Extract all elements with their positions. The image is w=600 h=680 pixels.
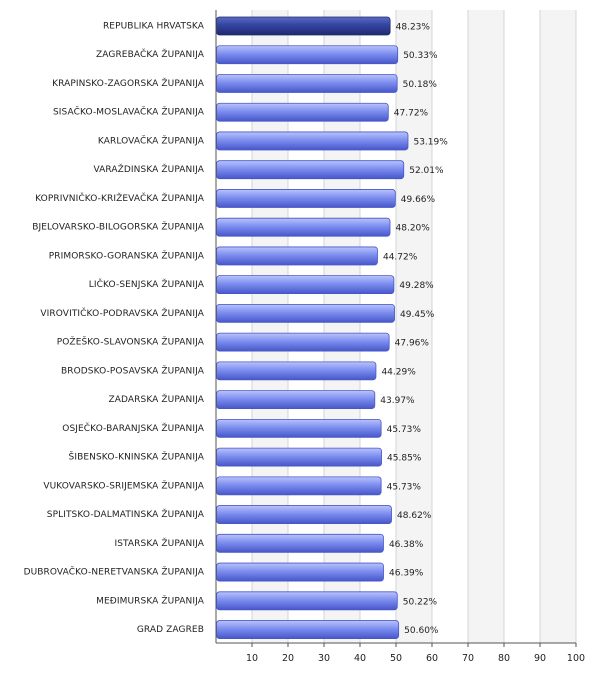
value-label: 46.38% xyxy=(389,540,424,550)
bar xyxy=(216,418,382,438)
category-label: REPUBLIKA HRVATSKA xyxy=(103,22,205,32)
bar xyxy=(216,246,378,266)
category-label: VARAŽDINSKA ŽUPANIJA xyxy=(93,163,204,175)
x-tick-label: 10 xyxy=(246,653,258,664)
value-label: 44.72% xyxy=(383,252,418,262)
category-label: OSJEČKO-BARANJSKA ŽUPANIJA xyxy=(62,422,204,434)
bar xyxy=(216,160,405,180)
category-label: MEĐIMURSKA ŽUPANIJA xyxy=(96,594,205,606)
bar xyxy=(216,505,392,524)
category-label: VIROVITIČKO-PODRAVSKA ŽUPANIJA xyxy=(40,307,204,319)
value-label: 50.33% xyxy=(403,51,438,61)
bar xyxy=(216,533,384,553)
category-label: KRAPINSKO-ZAGORSKA ŽUPANIJA xyxy=(52,77,205,89)
x-tick-label: 60 xyxy=(426,653,438,664)
background-band xyxy=(396,10,432,643)
category-label: SPLITSKO-DALMATINSKA ŽUPANIJA xyxy=(47,508,205,520)
bar xyxy=(216,102,389,122)
category-label: VUKOVARSKO-SRIJEMSKA ŽUPANIJA xyxy=(43,479,204,491)
x-tick-label: 20 xyxy=(282,653,294,664)
category-label: DUBROVAČKO-NERETVANSKA ŽUPANIJA xyxy=(24,566,205,578)
bar xyxy=(216,361,377,381)
x-tick-label: 40 xyxy=(354,653,366,664)
bar xyxy=(216,275,395,295)
value-label: 49.66% xyxy=(401,195,436,205)
value-label: 53.19% xyxy=(413,137,448,147)
category-label: ŠIBENSKO-KNINSKA ŽUPANIJA xyxy=(69,451,205,463)
category-label: LIČKO-SENJSKA ŽUPANIJA xyxy=(89,278,205,290)
bar xyxy=(216,476,382,496)
category-labels: REPUBLIKA HRVATSKA ZAGREBAČKA ŽUPANIJA KRA… xyxy=(24,22,205,636)
category-label: PRIMORSKO-GORANSKA ŽUPANIJA xyxy=(49,249,205,261)
bar xyxy=(216,74,398,93)
category-label: SISAČKO-MOSLAVAČKA ŽUPANIJA xyxy=(53,106,205,118)
value-label: 48.62% xyxy=(397,511,432,521)
x-tick-label: 50 xyxy=(390,653,402,664)
value-label: 50.60% xyxy=(404,626,439,636)
value-label: 44.29% xyxy=(381,367,416,377)
category-label: ZADARSKA ŽUPANIJA xyxy=(109,393,205,405)
x-tick-label: 90 xyxy=(534,653,546,664)
bar xyxy=(216,45,399,65)
bar xyxy=(216,620,400,639)
value-label: 45.85% xyxy=(387,454,422,464)
category-label: ISTARSKA ŽUPANIJA xyxy=(114,537,204,549)
x-tick-label: 80 xyxy=(498,653,510,664)
bar xyxy=(216,217,391,237)
value-labels: 48.23% 50.33% 50.18% 47.72% 53.19% 52.01% 49.6… xyxy=(380,23,448,637)
value-label: 49.45% xyxy=(400,310,435,320)
value-label: 45.73% xyxy=(387,482,422,492)
value-label: 49.28% xyxy=(399,281,434,291)
x-axis: 10 20 30 40 50 60 70 80 90 100 xyxy=(215,10,585,664)
bar xyxy=(216,332,390,352)
value-label: 52.01% xyxy=(409,166,444,176)
bar xyxy=(216,447,382,467)
background-band xyxy=(468,10,504,643)
x-tick-label: 70 xyxy=(462,653,474,664)
bar-highlight xyxy=(216,16,391,36)
category-label: KOPRIVNIČKO-KRIŽEVAČKA ŽUPANIJA xyxy=(35,192,205,204)
background-band xyxy=(540,10,576,643)
bar xyxy=(216,131,409,151)
category-label: BRODSKO-POSAVSKA ŽUPANIJA xyxy=(61,364,205,376)
value-label: 47.72% xyxy=(394,109,429,119)
x-tick-label: 30 xyxy=(318,653,330,664)
value-label: 48.23% xyxy=(396,23,431,33)
value-label: 47.96% xyxy=(395,339,430,349)
bars xyxy=(216,16,409,639)
category-label: KARLOVAČKA ŽUPANIJA xyxy=(98,134,205,146)
category-label: ZAGREBAČKA ŽUPANIJA xyxy=(96,48,205,60)
value-label: 46.39% xyxy=(389,569,424,579)
category-label: BJELOVARSKO-BILOGORSKA ŽUPANIJA xyxy=(32,221,205,233)
value-label: 50.22% xyxy=(403,597,438,607)
value-label: 50.18% xyxy=(403,80,438,90)
value-label: 48.20% xyxy=(396,224,431,234)
bar xyxy=(216,562,384,582)
category-label: GRAD ZAGREB xyxy=(137,625,204,635)
category-label: POŽEŠKO-SLAVONSKA ŽUPANIJA xyxy=(57,336,205,348)
bar xyxy=(216,303,395,323)
bar xyxy=(216,189,396,208)
value-label: 45.73% xyxy=(387,425,422,435)
value-label: 43.97% xyxy=(380,396,415,406)
bar xyxy=(216,591,398,611)
bar xyxy=(216,390,376,410)
x-tick-label: 100 xyxy=(567,653,585,664)
